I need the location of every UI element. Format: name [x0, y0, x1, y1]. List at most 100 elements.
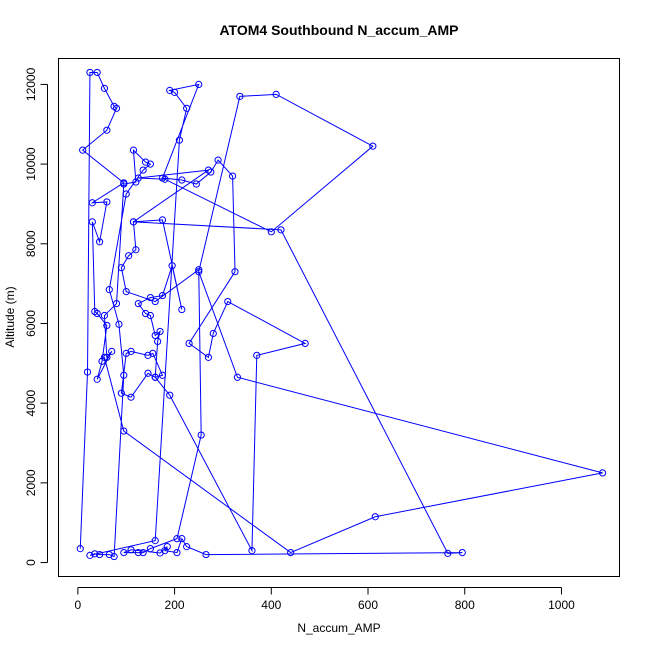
data-point — [96, 550, 104, 559]
data-point — [122, 349, 130, 357]
data-point — [151, 373, 159, 381]
data-point — [183, 543, 191, 551]
data-point — [103, 321, 111, 330]
data-point — [120, 371, 128, 379]
data-point — [100, 353, 109, 361]
data-point — [185, 339, 193, 347]
data-point — [204, 166, 213, 174]
data-point — [129, 146, 138, 154]
data-point — [100, 84, 109, 92]
data-point — [253, 351, 261, 359]
data-point — [110, 102, 118, 110]
data-point — [149, 349, 157, 357]
series-line — [79, 71, 603, 558]
data-point — [144, 369, 152, 377]
data-point — [202, 550, 210, 559]
data-point — [195, 80, 203, 89]
x-tick-label: 1000 — [548, 598, 575, 612]
data-point — [139, 548, 147, 557]
data-point — [98, 357, 106, 365]
data-point — [301, 339, 309, 347]
y-axis: 0 2000 4000 6000 8000 10000 12000 — [24, 67, 48, 566]
data-point — [369, 142, 377, 150]
data-point — [151, 297, 159, 306]
data-point — [214, 156, 222, 164]
x-axis: 0 200 400 600 800 1000 — [75, 587, 575, 612]
data-point — [277, 226, 285, 234]
data-point — [117, 389, 125, 397]
data-point — [183, 104, 191, 112]
y-tick-label: 12000 — [24, 67, 38, 101]
data-point — [229, 172, 237, 180]
data-point — [175, 136, 184, 144]
data-point — [233, 373, 242, 381]
data-point — [444, 549, 452, 557]
data-point — [272, 90, 280, 98]
data-point — [91, 550, 99, 558]
data-point — [105, 550, 113, 559]
data-point — [141, 158, 150, 166]
data-point — [120, 427, 128, 435]
data-point — [88, 199, 96, 207]
x-tick-label: 200 — [165, 598, 185, 612]
data-point — [236, 92, 244, 100]
data-point — [158, 371, 167, 379]
data-point — [103, 126, 111, 134]
data-point — [267, 228, 275, 236]
plot-area-frame — [58, 58, 620, 577]
data-point — [178, 176, 186, 184]
data-point — [127, 347, 135, 355]
y-tick-label: 0 — [24, 559, 38, 566]
data-point — [146, 545, 154, 553]
data-point — [134, 174, 142, 182]
data-point — [103, 198, 111, 206]
data-point — [224, 297, 232, 306]
data-point — [161, 175, 169, 183]
data-point — [134, 548, 142, 557]
data-point — [197, 431, 205, 439]
data-point — [91, 307, 99, 316]
data-point — [287, 548, 295, 557]
data-point — [103, 353, 111, 361]
data-point — [151, 537, 159, 545]
data-point — [127, 546, 135, 554]
data-point — [598, 469, 607, 477]
data-point — [144, 351, 152, 359]
data-point — [115, 320, 123, 328]
data-point — [122, 288, 130, 296]
y-axis-label: Altitude (m) — [3, 286, 17, 347]
data-point — [122, 190, 130, 198]
data-point — [168, 262, 176, 270]
data-point — [146, 160, 154, 168]
data-point — [100, 311, 109, 320]
y-tick-label: 10000 — [24, 147, 38, 181]
data-point — [158, 216, 167, 224]
data-point — [207, 168, 215, 176]
data-point — [248, 547, 256, 555]
data-point — [156, 327, 164, 336]
y-tick-label: 4000 — [24, 389, 38, 416]
y-tick-label: 6000 — [24, 310, 38, 337]
data-point — [110, 552, 118, 561]
x-tick-label: 0 — [75, 598, 82, 612]
data-point — [163, 543, 171, 551]
data-point — [170, 88, 179, 96]
data-point — [158, 291, 167, 300]
data-point — [93, 309, 101, 318]
data-point — [195, 268, 203, 276]
data-point — [178, 305, 186, 314]
data-point — [132, 246, 140, 254]
data-point — [88, 218, 96, 226]
x-tick-label: 600 — [358, 598, 378, 612]
data-point — [93, 375, 101, 383]
data-point — [125, 252, 133, 260]
data-series — [76, 68, 607, 561]
data-point — [146, 293, 154, 302]
data-point — [204, 353, 213, 361]
data-point — [178, 535, 186, 543]
data-point — [146, 311, 154, 320]
y-tick-label: 8000 — [24, 230, 38, 257]
data-point — [371, 513, 379, 521]
chart-title: ATOM4 Southbound N_accum_AMP — [219, 22, 458, 38]
